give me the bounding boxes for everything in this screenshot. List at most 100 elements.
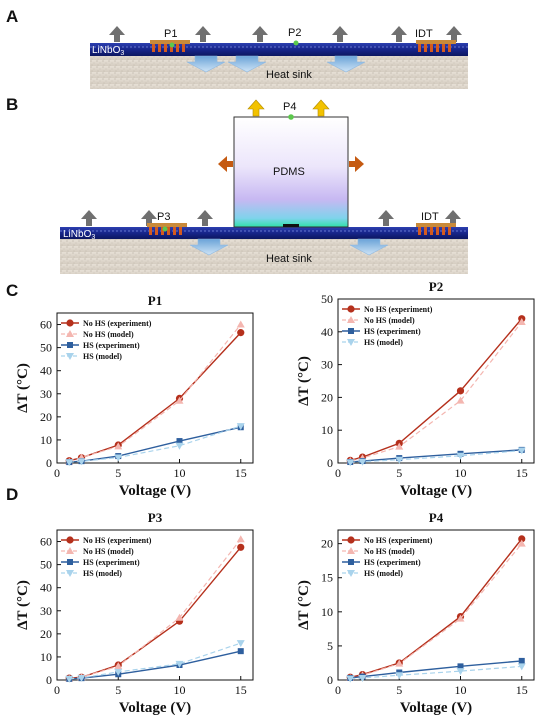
series-3-point-0	[346, 675, 355, 683]
chart-title: P1	[148, 293, 162, 308]
series-1-point-4	[236, 535, 245, 543]
series-3-point-4	[517, 663, 526, 671]
series-2	[66, 648, 244, 682]
y-tick-label: 0	[327, 456, 333, 470]
plot-frame	[56, 529, 254, 681]
schematic-a: LiNbO3 Heat sink P1 P2 IDT	[90, 26, 468, 89]
series-2-point-3	[457, 663, 464, 670]
series-line	[69, 426, 241, 463]
idt-label-b: IDT	[421, 211, 439, 223]
panel-label-c: C	[6, 281, 18, 300]
y-tick-label: 10	[321, 423, 333, 437]
legend-marker-point-2	[348, 328, 354, 334]
legend-entry: No HS (model)	[83, 547, 134, 556]
substrate-label-b: LiNbO3	[63, 229, 95, 241]
series-line	[69, 425, 241, 463]
legend-entry: No HS (experiment)	[83, 536, 152, 545]
y-tick-label: 20	[321, 537, 333, 551]
substrate-layer	[90, 43, 468, 56]
legend-entry: HS (experiment)	[364, 327, 421, 336]
y-tick-label: 40	[40, 364, 52, 378]
series-3-point-0	[65, 675, 74, 683]
legend-entry: No HS (model)	[83, 330, 134, 339]
y-tick-label: 30	[321, 358, 333, 372]
series-3-point-2	[395, 672, 404, 680]
x-axis-label: Voltage (V)	[400, 700, 472, 716]
legend-entry: HS (experiment)	[364, 558, 421, 567]
legend-marker-point-1	[347, 316, 355, 323]
y-tick-label: 15	[321, 571, 333, 585]
series-3	[65, 640, 245, 683]
legend-entry: HS (model)	[364, 338, 403, 347]
series-3-point-3	[456, 668, 465, 676]
series-3-point-1	[77, 458, 86, 466]
y-axis-label: ΔT (°C)	[15, 363, 31, 413]
series-3-point-2	[395, 456, 404, 464]
heat-arrows-down	[186, 55, 366, 73]
legend: No HS (experiment) No HS (model) HS (exper…	[61, 319, 152, 361]
legend-marker-point-3	[347, 570, 355, 577]
legend-marker-point-3	[347, 339, 355, 346]
probe-p3-label: P3	[157, 211, 170, 223]
heat-sink-block	[60, 238, 468, 274]
heat-arrows-up	[81, 210, 461, 226]
heat-sink-label-a: Heat sink	[266, 69, 312, 81]
legend-entry: No HS (experiment)	[364, 536, 433, 545]
chart-title: P4	[429, 510, 444, 525]
x-tick-label: 10	[174, 683, 186, 697]
series-3-point-4	[236, 423, 245, 431]
series-2	[347, 446, 525, 466]
legend-entry: HS (model)	[83, 352, 122, 361]
chart-title: P3	[148, 510, 163, 525]
series-3-point-3	[456, 452, 465, 460]
legend-entry: HS (experiment)	[83, 341, 140, 350]
heat-arrows-up	[109, 26, 462, 42]
y-tick-label: 20	[40, 627, 52, 641]
y-tick-label: 0	[46, 673, 52, 687]
y-tick-label: 20	[321, 390, 333, 404]
x-tick-label: 15	[235, 683, 247, 697]
legend-entry: No HS (experiment)	[83, 319, 152, 328]
y-tick-label: 40	[40, 581, 52, 595]
series-1-point-2	[114, 442, 123, 450]
chart-p3: P3 0 5 10 15 0 10 20 30 40 50 60 Voltage (V) ΔT (°C) N…	[15, 510, 254, 716]
series-1-point-2	[395, 442, 404, 450]
legend-marker-point-0	[66, 536, 74, 544]
legend-entry: HS (model)	[364, 569, 403, 578]
x-tick-label: 15	[235, 466, 247, 480]
series-0-point-4	[237, 543, 245, 551]
panel-label-a: A	[6, 7, 18, 26]
panel-label-b: B	[6, 95, 18, 114]
idt-electrodes-left	[150, 40, 190, 52]
series-3-point-4	[517, 447, 526, 455]
legend-marker-point-3	[66, 570, 74, 577]
series-3-point-1	[358, 674, 367, 682]
legend-marker-point-2	[67, 559, 73, 565]
series-1-point-4	[236, 320, 245, 328]
series-0-point-4	[518, 535, 526, 543]
legend-entry: HS (experiment)	[83, 558, 140, 567]
y-tick-label: 0	[327, 673, 333, 687]
chart-title: P2	[429, 279, 443, 294]
substrate-label-a: LiNbO3	[92, 45, 124, 57]
y-tick-label: 30	[40, 604, 52, 618]
series-3-point-1	[77, 674, 86, 682]
y-tick-label: 0	[46, 456, 52, 470]
series-3	[346, 447, 526, 467]
x-tick-label: 5	[396, 683, 402, 697]
sensor-p2-dot	[293, 40, 299, 46]
y-tick-label: 40	[321, 325, 333, 339]
y-tick-label: 50	[321, 292, 333, 306]
legend-entry: No HS (model)	[364, 547, 415, 556]
legend-marker-point-0	[347, 536, 355, 544]
chart-p1: P1 0 5 10 15 0 10 20 30 40 50 60 Voltage (V) ΔT (°C) N…	[15, 293, 254, 499]
schematic-b: LiNbO3 Heat sink P3 P4 PDMS IDT	[60, 99, 468, 274]
x-axis-label: Voltage (V)	[119, 483, 191, 499]
legend: No HS (experiment) No HS (model) HS (exper…	[342, 305, 433, 347]
x-tick-label: 10	[455, 683, 467, 697]
series-1-point-3	[456, 614, 465, 622]
series-3	[346, 663, 526, 683]
plot-frame	[56, 312, 254, 464]
probe-p2-label: P2	[288, 27, 301, 39]
